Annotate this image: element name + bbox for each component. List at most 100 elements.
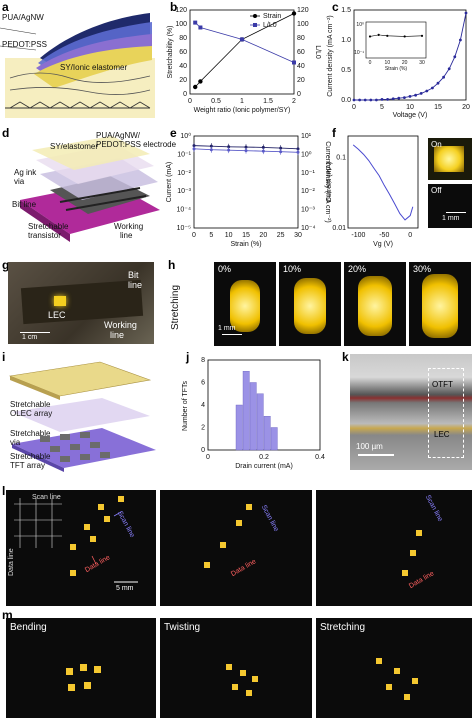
label-bending: Bending — [10, 622, 47, 633]
label-stretchable: Stretchable — [28, 222, 69, 231]
chart-b-ytick: 0 — [183, 91, 187, 98]
chart-j-ytick: 8 — [201, 357, 205, 364]
chart-e-point — [227, 148, 231, 152]
photo-h-30: 30% — [409, 262, 471, 346]
chart-c-point — [431, 86, 434, 90]
chart-c-xtick: 0 — [352, 104, 356, 111]
panel-a-illustration — [0, 13, 155, 118]
label-scan-line-inset: Scan line — [32, 494, 61, 501]
chart-e-ytick: 10⁻² — [177, 170, 191, 177]
label-lec-g: LEC — [48, 310, 66, 320]
label-strain-30: 30% — [413, 264, 432, 274]
chart-c-point — [375, 98, 378, 102]
chart-e-point — [279, 150, 283, 154]
panel-letter-i: i — [2, 350, 6, 364]
chart-b-y2tick: 120 — [297, 7, 309, 14]
panel-letter-e: e — [170, 126, 177, 140]
chart-e-xtick: 30 — [294, 232, 302, 239]
panel-letter-d: d — [2, 126, 10, 140]
chart-e-y2tick: 10⁻³ — [301, 207, 315, 214]
label-5mm: 5 mm — [116, 585, 134, 592]
chart-e-y2tick: 10¹ — [301, 133, 312, 140]
panel-letter-m: m — [2, 608, 13, 622]
chart-c-inset-ytick: 10⁻¹ — [354, 50, 364, 56]
chart-j-xlabel: Drain current (mA) — [235, 463, 293, 470]
chart-c-xtick: 20 — [462, 104, 470, 111]
chart-c-point — [352, 98, 356, 102]
photo-k-micrograph: OTFT LEC 100 µm — [350, 354, 472, 470]
chart-c-ylabel: Current density (mA cm⁻²) — [327, 15, 334, 97]
panel-letter-k: k — [342, 350, 349, 364]
chart-b-y2tick: 20 — [297, 77, 305, 84]
label-line-g2: line — [110, 330, 125, 340]
chart-b-point-l-l0 — [292, 60, 296, 65]
chart-b-y2tick: 80 — [297, 35, 305, 42]
chart-f-xtick: -50 — [379, 232, 389, 239]
chart-e-point — [296, 147, 300, 151]
label-1mm-h: 1 mm — [218, 325, 236, 332]
chart-b-series-strain — [194, 13, 295, 88]
chart-b-y2tick: 60 — [297, 49, 305, 56]
chart-c-inset-xtick: 30 — [419, 60, 425, 66]
chart-c-inset-point — [368, 35, 372, 38]
label-lec-k: LEC — [434, 430, 450, 439]
label-bit-line: Bit line — [12, 200, 37, 209]
chart-c-point — [386, 98, 389, 101]
chart-b-xtick: 1 — [240, 98, 244, 105]
panel-letter-c: c — [332, 0, 339, 14]
photo-g-device: LEC Bit line Working line 1 cm — [8, 262, 154, 344]
chart-e-ytick: 10⁻³ — [177, 188, 191, 195]
chart-c-xtick: 5 — [380, 104, 384, 111]
chart-c-inset-point — [403, 35, 406, 38]
label-strain-0: 0% — [218, 264, 232, 274]
label-ag-ink: Ag ink — [14, 168, 37, 177]
chart-c-ytick: 0.5 — [341, 67, 351, 74]
chart-f: 0.1 0.01 -100 -50 0 Vg (V) Current (mA) — [326, 135, 419, 248]
chart-e-xtick: 15 — [242, 232, 250, 239]
chart-e-xlabel: Strain (%) — [230, 241, 261, 248]
label-sy-elastomer: SY/elastomer — [50, 142, 99, 151]
photo-m-stretching: Stretching — [316, 618, 472, 718]
chart-c-inset-point — [386, 34, 389, 37]
label-via: via — [14, 177, 25, 186]
chart-j-bar — [242, 371, 250, 451]
chart-e-point — [209, 148, 213, 152]
label-off: Off — [431, 186, 442, 195]
chart-e-xtick: 10 — [225, 232, 233, 239]
label-i-olec-2: OLEC array — [10, 409, 53, 418]
chart-f-xtick: 0 — [408, 232, 412, 239]
label-stretching-m: Stretching — [320, 622, 366, 633]
label-data-line-inset: Data line — [8, 548, 15, 576]
panel-letter-f: f — [332, 126, 336, 140]
chart-e-xtick: 0 — [192, 232, 196, 239]
chart-c-point — [380, 98, 384, 101]
photo-m-bending: Bending — [6, 618, 156, 718]
label-100um: 100 µm — [356, 442, 383, 451]
label-strain-20: 20% — [348, 264, 367, 274]
panel-letter-h: h — [168, 258, 176, 272]
chart-j-xtick: 0.4 — [315, 454, 325, 461]
label-sy-ionic-elastomer: SY/Ionic elastomer — [60, 63, 128, 72]
chart-f-series — [352, 144, 414, 221]
chart-b-y2tick: 100 — [297, 21, 309, 28]
chart-c-point — [425, 89, 429, 93]
chart-b-point-strain — [193, 84, 198, 90]
photo-h-20: 20% — [344, 262, 406, 346]
chart-e-ytick: 10⁻¹ — [177, 151, 191, 158]
chart-b-xtick: 0 — [188, 98, 192, 105]
chart-b-series-l-l0 — [194, 22, 295, 63]
chart-b-y2tick: 0 — [297, 91, 301, 98]
chart-j-bar — [263, 416, 271, 451]
photo-m-bending-dots — [66, 664, 101, 691]
chart-e-point — [209, 144, 213, 148]
chart-j-ytick: 2 — [201, 425, 205, 432]
chart-j-bar — [249, 382, 257, 451]
chart-b-ytick: 40 — [179, 63, 187, 70]
label-strain-10: 10% — [283, 264, 302, 274]
photo-l-2: Scan line Data line — [160, 490, 312, 606]
label-1cm: 1 cm — [22, 334, 38, 341]
chart-c-inset-ytick: 10⁰ — [356, 22, 364, 28]
label-twisting: Twisting — [164, 622, 201, 633]
chart-e-point — [261, 145, 265, 149]
chart-e-xtick: 25 — [277, 232, 285, 239]
